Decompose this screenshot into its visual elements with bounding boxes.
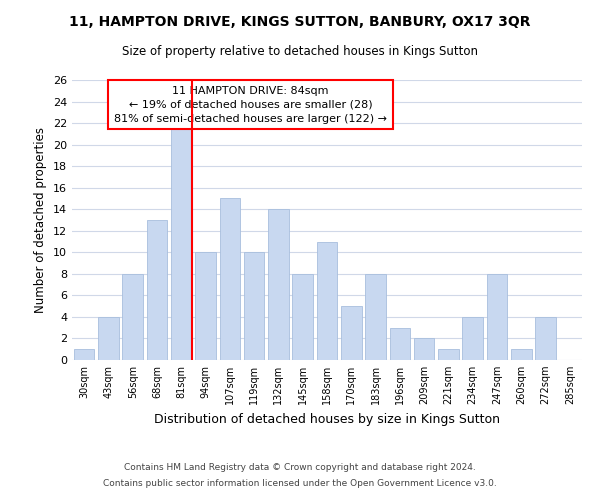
Bar — [195, 252, 216, 360]
X-axis label: Distribution of detached houses by size in Kings Sutton: Distribution of detached houses by size … — [154, 412, 500, 426]
Bar — [438, 349, 459, 360]
Text: Size of property relative to detached houses in Kings Sutton: Size of property relative to detached ho… — [122, 45, 478, 58]
Bar — [389, 328, 410, 360]
Text: Contains public sector information licensed under the Open Government Licence v3: Contains public sector information licen… — [103, 478, 497, 488]
Bar — [244, 252, 265, 360]
Bar — [74, 349, 94, 360]
Bar — [292, 274, 313, 360]
Bar — [171, 123, 191, 360]
Bar — [341, 306, 362, 360]
Bar — [146, 220, 167, 360]
Bar — [220, 198, 240, 360]
Bar — [365, 274, 386, 360]
Bar — [98, 317, 119, 360]
Bar — [463, 317, 483, 360]
Text: 11, HAMPTON DRIVE, KINGS SUTTON, BANBURY, OX17 3QR: 11, HAMPTON DRIVE, KINGS SUTTON, BANBURY… — [69, 15, 531, 29]
Bar — [487, 274, 508, 360]
Text: Contains HM Land Registry data © Crown copyright and database right 2024.: Contains HM Land Registry data © Crown c… — [124, 464, 476, 472]
Bar — [317, 242, 337, 360]
Bar — [535, 317, 556, 360]
Y-axis label: Number of detached properties: Number of detached properties — [34, 127, 47, 313]
Bar — [122, 274, 143, 360]
Text: 11 HAMPTON DRIVE: 84sqm
← 19% of detached houses are smaller (28)
81% of semi-de: 11 HAMPTON DRIVE: 84sqm ← 19% of detache… — [114, 86, 387, 124]
Bar — [268, 209, 289, 360]
Bar — [414, 338, 434, 360]
Bar — [511, 349, 532, 360]
